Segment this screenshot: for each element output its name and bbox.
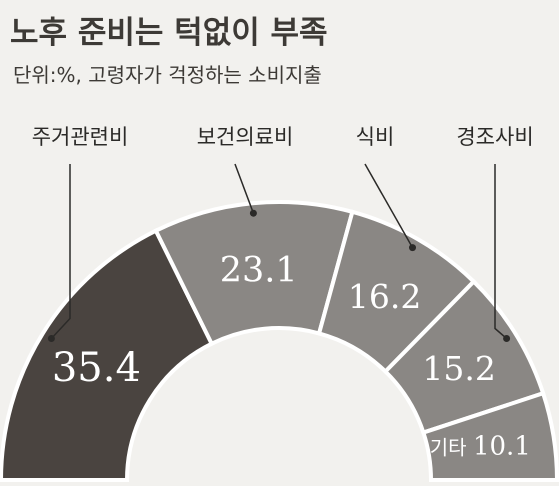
segment-1-leader-line [50,164,71,340]
segment-1-value-label: 35.4 [52,345,141,391]
segment-2-category-label: 보건의료비 [197,125,294,149]
segment-1-slice [0,228,215,482]
donut-segments [0,200,559,482]
segment-2-leader-line [234,163,255,214]
segment-4-leader-line [494,164,508,340]
chart-title: 노후 준비는 턱없이 부족 [10,15,328,51]
segment-5-category-label: 기타 [430,436,473,460]
segment-3-category-label: 식비 [356,125,395,149]
segment-5-value-label: 10.1 [473,432,531,462]
segment-3-value-label: 16.2 [348,277,421,316]
segment-4-category-label: 경조사비 [456,125,533,149]
segment-1-category-label: 주거관련비 [32,125,129,149]
segment-5-label-group: 기타 10.1 [430,432,531,462]
chart-subtitle: 단위:%, 고령자가 걱정하는 소비지출 [13,63,322,87]
segment-4-value-label: 15.2 [422,349,495,388]
segment-3-leader-line [364,163,414,248]
segment-2-value-label: 23.1 [220,251,298,291]
leader-lines [47,163,511,342]
segment-5-slice [420,390,559,482]
